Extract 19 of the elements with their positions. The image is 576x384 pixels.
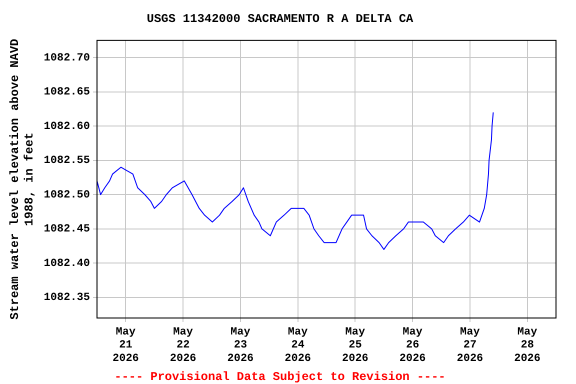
y-tick-label: 1082.65: [44, 86, 90, 99]
y-tick-label: 1082.50: [44, 189, 90, 202]
x-tick-label: May 27 2026: [456, 326, 484, 365]
y-tick-label: 1082.35: [44, 292, 90, 304]
y-tick-label: 1082.45: [44, 224, 90, 236]
y-tick-label: 1082.70: [44, 52, 90, 64]
y-tick-label: 1082.60: [44, 120, 90, 133]
y-axis-title: Stream water level elevation above NAVD 1988, in feet: [8, 38, 37, 320]
x-tick-label: May 26 2026: [399, 326, 426, 365]
x-tick-label: May 21 2026: [112, 326, 139, 365]
y-tick-label: 1082.55: [44, 155, 90, 168]
chart-title: USGS 11342000 SACRAMENTO R A DELTA CA: [146, 12, 414, 26]
x-tick-label: May 23 2026: [227, 326, 254, 365]
x-tick-label: May 22 2026: [170, 326, 196, 365]
y-tick-label: 1082.40: [44, 258, 90, 270]
x-tick-label: May 24 2026: [284, 326, 312, 365]
text: ---- Provisional Data Subject to Revision ----: [114, 370, 446, 384]
x-tick-label: May 28 2026: [514, 326, 541, 365]
x-tick-label: May 25 2026: [342, 326, 368, 365]
